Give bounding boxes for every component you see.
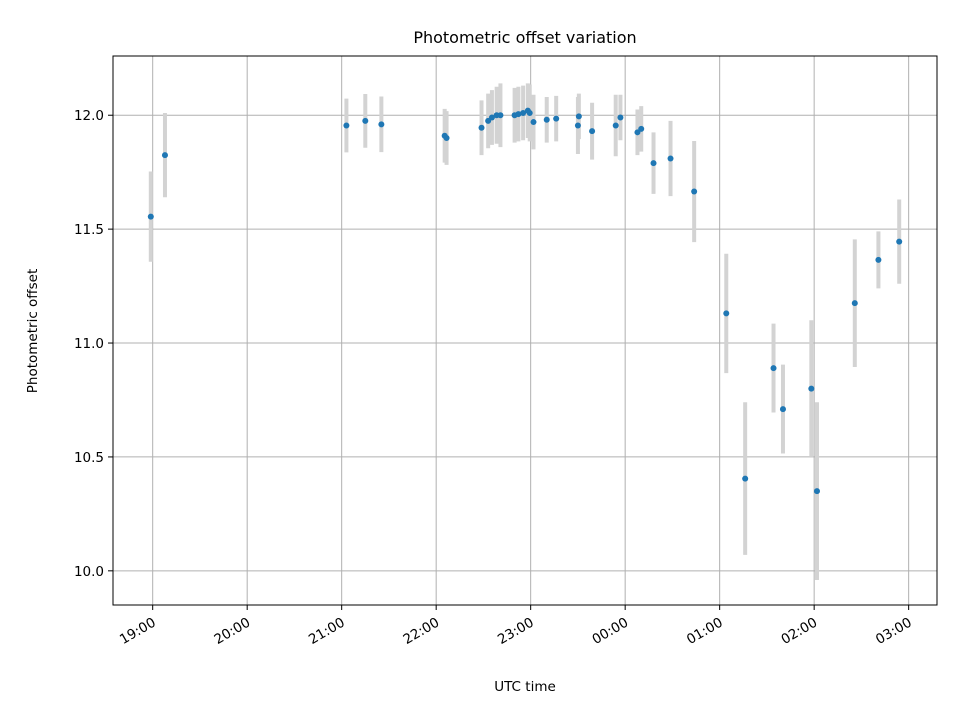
data-point xyxy=(770,365,777,372)
data-point xyxy=(691,188,698,195)
data-point xyxy=(638,125,645,132)
y-tick-label: 11.0 xyxy=(74,336,104,352)
data-point xyxy=(378,121,385,128)
data-point xyxy=(779,406,786,413)
y-tick-label: 10.5 xyxy=(74,450,104,466)
data-point xyxy=(575,113,582,120)
y-axis-ticks: 10.0 10.5 11.0 11.5 12.0 xyxy=(74,108,113,580)
data-point xyxy=(343,122,350,129)
data-point xyxy=(488,114,495,121)
x-axis-label: UTC time xyxy=(494,679,556,695)
data-point xyxy=(617,114,624,121)
data-point xyxy=(520,109,527,116)
data-point xyxy=(362,117,369,124)
data-point xyxy=(530,119,537,126)
data-point xyxy=(574,122,581,129)
data-point xyxy=(813,488,820,495)
data-point xyxy=(650,160,657,167)
y-tick-label: 10.0 xyxy=(74,564,104,580)
data-point xyxy=(161,152,168,159)
data-point xyxy=(808,385,815,392)
data-point xyxy=(667,155,674,162)
data-point xyxy=(443,135,450,142)
y-axis-label: Photometric offset xyxy=(25,269,41,393)
data-point xyxy=(875,256,882,263)
data-point xyxy=(612,122,619,129)
data-point xyxy=(543,116,550,123)
data-point xyxy=(147,213,154,220)
data-point xyxy=(478,124,485,131)
data-point xyxy=(723,310,730,317)
y-tick-label: 12.0 xyxy=(74,108,104,124)
data-point xyxy=(526,109,533,116)
data-point xyxy=(896,238,903,245)
chart-title: Photometric offset variation xyxy=(413,28,636,47)
data-point xyxy=(515,111,522,118)
plot-frame xyxy=(112,55,938,606)
data-point xyxy=(742,475,749,482)
data-point xyxy=(497,112,504,119)
data-point xyxy=(589,128,596,135)
data-points xyxy=(147,107,903,495)
y-tick-label: 11.5 xyxy=(74,222,104,238)
data-point xyxy=(553,115,560,122)
data-point xyxy=(851,300,858,307)
